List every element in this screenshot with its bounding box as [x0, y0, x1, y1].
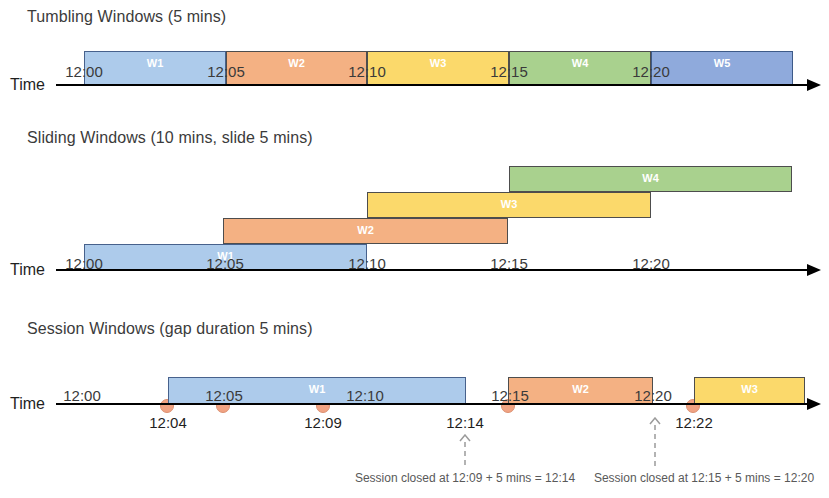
tick-label: 12:00: [65, 63, 103, 80]
window-label: W4: [572, 57, 589, 69]
window-label: W3: [741, 383, 758, 395]
tick-label: 12:10: [348, 63, 386, 80]
window-label: W2: [357, 224, 374, 236]
tick-label: 12:20: [632, 63, 670, 80]
axis-arrowhead-icon: [807, 79, 821, 91]
tick-label: 12:20: [634, 387, 672, 404]
axis-arrowhead-icon: [807, 264, 821, 276]
tick-label: 12:00: [63, 387, 101, 404]
annotation-arrow-icon: [648, 417, 662, 468]
window-label: W4: [642, 172, 659, 184]
session-close-annotation: Session closed at 12:09 + 5 mins = 12:14: [355, 471, 575, 485]
session-close-annotation: Session closed at 12:15 + 5 mins = 12:20: [594, 471, 814, 485]
time-axis-label: Time: [10, 395, 45, 413]
window-label: W1: [309, 383, 326, 395]
tick-label: 12:10: [346, 387, 384, 404]
annotation-arrow-icon: [458, 434, 472, 466]
windowing-diagram: Tumbling Windows (5 mins)TimeW1W2W3W4W51…: [0, 0, 829, 498]
tick-label: 12:05: [207, 63, 245, 80]
time-axis: [56, 403, 808, 405]
axis-arrowhead-icon: [807, 398, 821, 410]
time-axis: [56, 269, 808, 271]
event-time-label: 12:14: [446, 414, 484, 431]
event-time-label: 12:09: [304, 414, 342, 431]
time-axis: [56, 84, 808, 86]
tick-label: 12:05: [206, 255, 244, 272]
window-label: W1: [147, 57, 164, 69]
window-label: W5: [714, 57, 731, 69]
tick-label: 12:10: [348, 255, 386, 272]
tick-label: 12:00: [65, 255, 103, 272]
tick-label: 12:20: [632, 255, 670, 272]
event-time-label: 12:22: [675, 414, 713, 431]
window-label: W3: [430, 57, 447, 69]
event-time-label: 12:04: [149, 414, 187, 431]
tick-label: 12:15: [490, 255, 528, 272]
tick-label: 12:15: [491, 387, 529, 404]
window-label: W2: [572, 383, 589, 395]
section-title: Session Windows (gap duration 5 mins): [27, 320, 313, 338]
tick-label: 12:05: [205, 387, 243, 404]
tick-label: 12:15: [490, 63, 528, 80]
window-label: W2: [288, 57, 305, 69]
window-label: W3: [501, 198, 518, 210]
